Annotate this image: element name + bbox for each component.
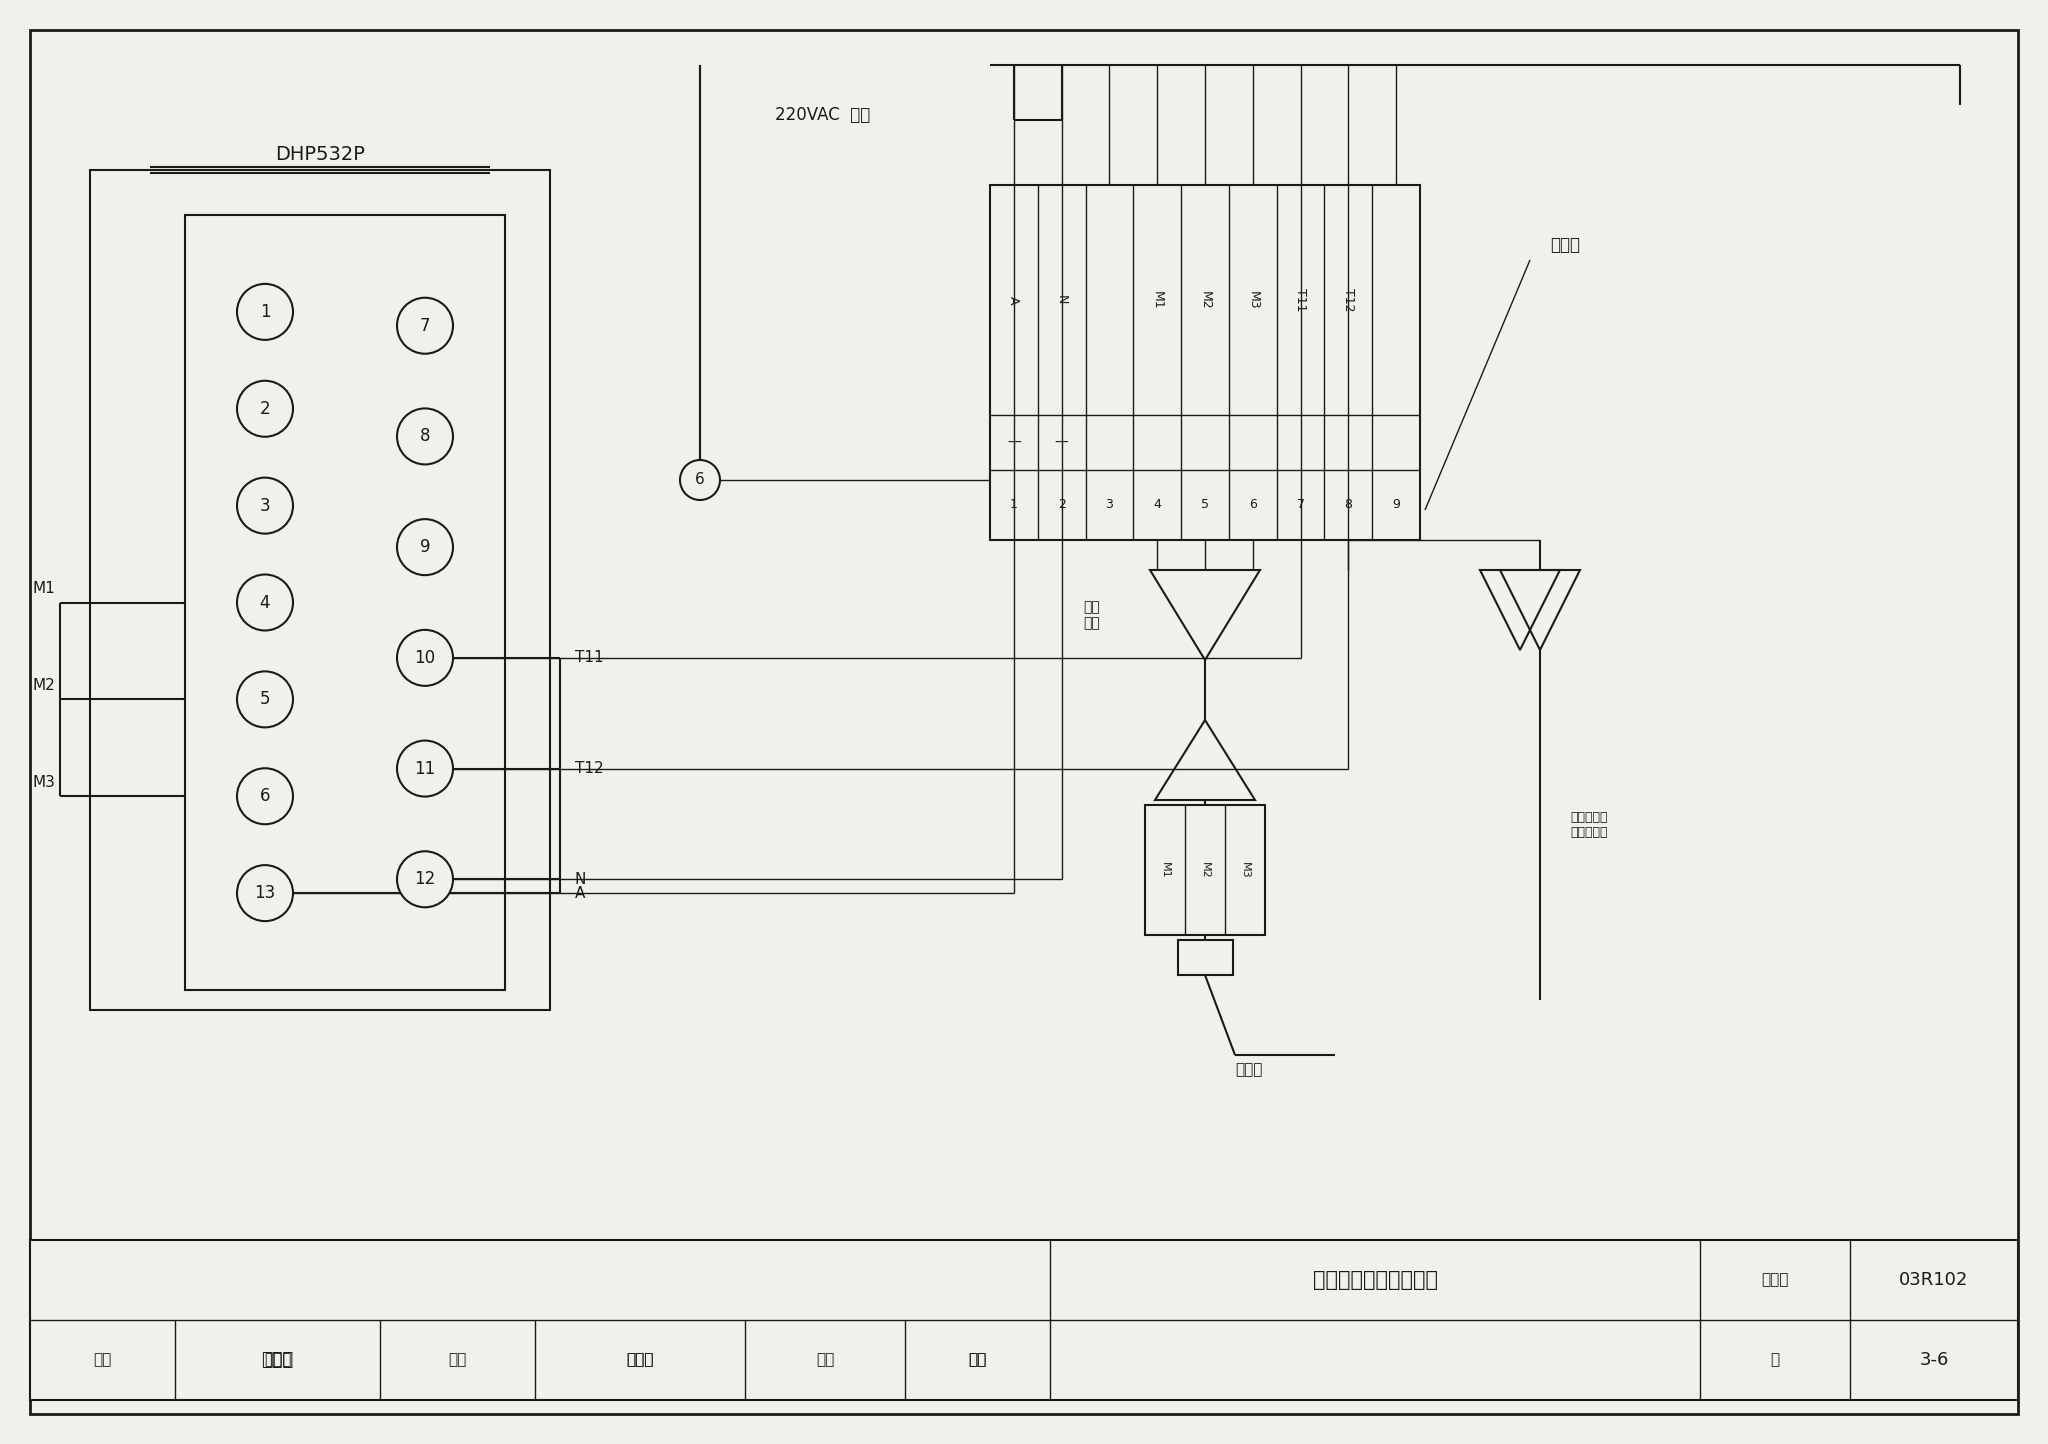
Text: 谭晓杰: 谭晓杰 bbox=[627, 1353, 653, 1367]
Bar bbox=[989, 185, 1419, 540]
Text: N: N bbox=[1055, 296, 1069, 305]
Text: 6: 6 bbox=[260, 787, 270, 806]
Text: 热电阻: 热电阻 bbox=[1235, 1063, 1262, 1077]
Circle shape bbox=[238, 671, 293, 728]
Text: 审核: 审核 bbox=[94, 1353, 113, 1367]
Text: 3-6: 3-6 bbox=[1919, 1352, 1950, 1369]
Text: 4: 4 bbox=[260, 593, 270, 611]
Text: M1: M1 bbox=[1159, 862, 1169, 878]
Text: 谭晓杰: 谭晓杰 bbox=[627, 1353, 653, 1367]
Circle shape bbox=[238, 381, 293, 436]
Circle shape bbox=[397, 741, 453, 797]
Text: 1: 1 bbox=[1010, 498, 1018, 511]
Text: 页: 页 bbox=[1769, 1353, 1780, 1367]
Text: 2: 2 bbox=[260, 400, 270, 417]
Text: T12: T12 bbox=[1341, 289, 1356, 312]
Circle shape bbox=[238, 284, 293, 339]
Text: 温度调节议单元连接图: 温度调节议单元连接图 bbox=[1313, 1271, 1438, 1289]
Text: 盒上
截堵: 盒上 截堵 bbox=[1083, 599, 1100, 630]
Text: 12: 12 bbox=[414, 871, 436, 888]
Text: 6: 6 bbox=[1249, 498, 1257, 511]
Circle shape bbox=[238, 575, 293, 631]
Text: 11: 11 bbox=[414, 760, 436, 777]
Text: 5: 5 bbox=[260, 690, 270, 709]
Text: 3: 3 bbox=[260, 497, 270, 514]
Text: 03R102: 03R102 bbox=[1898, 1271, 1968, 1289]
Text: DHP532P: DHP532P bbox=[274, 146, 365, 165]
Text: 4: 4 bbox=[1153, 498, 1161, 511]
Text: 10: 10 bbox=[414, 648, 436, 667]
Text: 董蔷: 董蔷 bbox=[969, 1353, 987, 1367]
Text: 9: 9 bbox=[420, 539, 430, 556]
Text: M3: M3 bbox=[33, 775, 55, 790]
Text: 220VAC  电源: 220VAC 电源 bbox=[774, 105, 870, 124]
Text: 8: 8 bbox=[420, 427, 430, 445]
Text: 1: 1 bbox=[260, 303, 270, 321]
Text: 2: 2 bbox=[1057, 498, 1065, 511]
Bar bbox=[1145, 804, 1266, 936]
Text: M1: M1 bbox=[1151, 290, 1163, 309]
Circle shape bbox=[238, 768, 293, 825]
Text: 13: 13 bbox=[254, 884, 276, 902]
Text: T11: T11 bbox=[575, 650, 604, 666]
Text: M1: M1 bbox=[33, 580, 55, 596]
Text: 7: 7 bbox=[1296, 498, 1305, 511]
Bar bbox=[90, 170, 551, 1009]
Text: 校对: 校对 bbox=[449, 1353, 467, 1367]
Bar bbox=[31, 1240, 2017, 1401]
Text: 图集号: 图集号 bbox=[1761, 1272, 1788, 1288]
Circle shape bbox=[238, 865, 293, 921]
Text: A: A bbox=[1008, 296, 1020, 305]
Circle shape bbox=[238, 478, 293, 534]
Text: 7: 7 bbox=[420, 316, 430, 335]
Text: 3: 3 bbox=[1106, 498, 1114, 511]
Text: 温度调节议
单元连接图: 温度调节议 单元连接图 bbox=[1571, 812, 1608, 839]
Text: 设计: 设计 bbox=[815, 1353, 834, 1367]
Text: 9: 9 bbox=[1393, 498, 1401, 511]
Text: —: — bbox=[1055, 436, 1069, 449]
Text: 董蔷: 董蔷 bbox=[969, 1353, 987, 1367]
Text: T11: T11 bbox=[1294, 289, 1307, 312]
Text: M2: M2 bbox=[1200, 862, 1210, 878]
Text: A: A bbox=[575, 885, 586, 901]
Text: 6: 6 bbox=[694, 472, 705, 488]
Bar bbox=[1178, 940, 1233, 975]
Text: —: — bbox=[1008, 436, 1020, 449]
Text: T12: T12 bbox=[575, 761, 604, 775]
Circle shape bbox=[680, 461, 721, 500]
Bar bbox=[184, 215, 506, 991]
Text: N: N bbox=[575, 872, 586, 887]
Text: 魏新全: 魏新全 bbox=[264, 1353, 291, 1367]
Text: 端子排: 端子排 bbox=[1550, 235, 1579, 254]
Text: M2: M2 bbox=[33, 677, 55, 693]
Circle shape bbox=[397, 520, 453, 575]
Text: M2: M2 bbox=[1198, 290, 1212, 309]
Circle shape bbox=[397, 630, 453, 686]
Text: M3: M3 bbox=[1247, 290, 1260, 309]
Text: 5: 5 bbox=[1200, 498, 1208, 511]
Text: 8: 8 bbox=[1343, 498, 1352, 511]
Text: M3: M3 bbox=[1239, 862, 1249, 878]
Circle shape bbox=[397, 409, 453, 465]
Circle shape bbox=[397, 852, 453, 907]
Text: 魏新全: 魏新全 bbox=[260, 1352, 293, 1369]
Circle shape bbox=[397, 297, 453, 354]
